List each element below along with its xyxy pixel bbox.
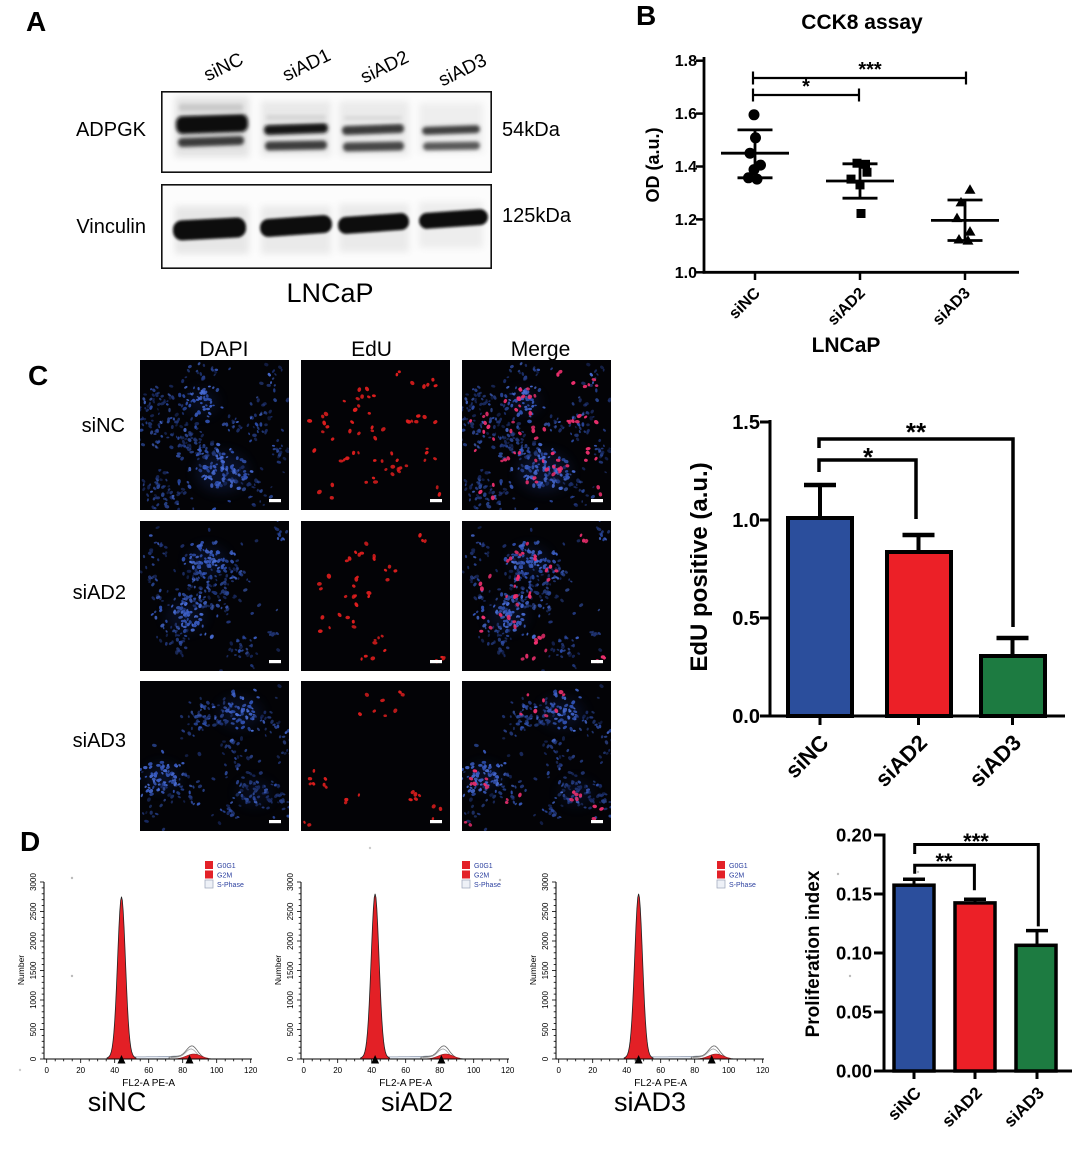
svg-text:60: 60 [656,1066,665,1075]
svg-text:1.2: 1.2 [675,212,697,229]
svg-text:1.0: 1.0 [675,265,697,282]
svg-text:1000: 1000 [29,991,38,1009]
svg-text:siNC: siNC [726,284,764,322]
svg-text:2500: 2500 [541,902,550,920]
svg-text:Number: Number [528,955,538,985]
svg-text:1.0: 1.0 [732,510,760,532]
svg-text:2500: 2500 [286,902,295,920]
svg-text:2000: 2000 [541,932,550,950]
svg-text:0: 0 [286,1056,295,1061]
svg-text:100: 100 [467,1066,481,1075]
svg-text:80: 80 [178,1066,187,1075]
svg-text:G0G1: G0G1 [217,863,236,870]
svg-text:3000: 3000 [541,873,550,891]
svg-text:S-Phase: S-Phase [217,882,244,889]
svg-text:2000: 2000 [29,932,38,950]
svg-text:3000: 3000 [29,873,38,891]
svg-text:120: 120 [756,1066,770,1075]
svg-text:S-Phase: S-Phase [474,882,501,889]
svg-text:1.6: 1.6 [675,106,697,123]
svg-text:FL2-A PE-A: FL2-A PE-A [634,1078,687,1089]
svg-text:*: * [863,442,874,472]
svg-text:3000: 3000 [286,873,295,891]
svg-text:1.5: 1.5 [732,412,760,434]
svg-text:60: 60 [144,1066,153,1075]
svg-text:2000: 2000 [286,932,295,950]
svg-text:siAD3: siAD3 [930,285,974,329]
svg-text:siAD2: siAD2 [825,285,869,329]
svg-text:0.0: 0.0 [732,706,760,728]
svg-text:500: 500 [286,1022,295,1036]
svg-text:120: 120 [501,1066,515,1075]
svg-text:40: 40 [622,1066,631,1075]
svg-text:FL2-A PE-A: FL2-A PE-A [379,1078,432,1089]
svg-text:S-Phase: S-Phase [729,882,756,889]
svg-text:1500: 1500 [286,961,295,979]
svg-text:100: 100 [722,1066,736,1075]
svg-text:60: 60 [401,1066,410,1075]
svg-text:G0G1: G0G1 [729,863,748,870]
svg-text:Proliferation index: Proliferation index [803,870,824,1037]
svg-text:Number: Number [273,955,283,985]
svg-text:20: 20 [333,1066,342,1075]
svg-text:CCK8 assay: CCK8 assay [801,11,923,34]
svg-text:G2M: G2M [729,873,744,880]
svg-text:1.8: 1.8 [675,53,697,70]
svg-text:1500: 1500 [29,961,38,979]
svg-text:500: 500 [29,1022,38,1036]
svg-text:G2M: G2M [217,873,232,880]
svg-text:100: 100 [210,1066,224,1075]
svg-text:20: 20 [588,1066,597,1075]
svg-text:**: ** [906,417,927,447]
svg-text:80: 80 [690,1066,699,1075]
svg-text:siAD3: siAD3 [1000,1083,1048,1131]
svg-text:20: 20 [76,1066,85,1075]
svg-text:1.4: 1.4 [675,159,697,176]
svg-text:0.5: 0.5 [732,608,760,630]
svg-text:***: *** [963,829,989,854]
svg-text:**: ** [935,849,953,874]
svg-text:siAD2: siAD2 [870,730,932,792]
svg-text:0: 0 [556,1066,561,1075]
svg-text:siNC: siNC [884,1083,925,1124]
svg-text:500: 500 [541,1022,550,1036]
svg-text:0: 0 [541,1056,550,1061]
svg-text:OD (a.u.): OD (a.u.) [643,127,663,202]
svg-text:0.10: 0.10 [836,943,872,964]
svg-text:0.15: 0.15 [836,884,872,905]
svg-text:40: 40 [367,1066,376,1075]
svg-text:120: 120 [244,1066,258,1075]
svg-text:G0G1: G0G1 [474,863,493,870]
svg-text:*: * [802,76,810,98]
svg-text:0.00: 0.00 [836,1061,872,1082]
svg-text:LNCaP: LNCaP [812,334,881,357]
svg-text:1000: 1000 [541,991,550,1009]
svg-text:siAD2: siAD2 [938,1083,986,1131]
svg-text:1500: 1500 [541,961,550,979]
svg-text:EdU positive (a.u.): EdU positive (a.u.) [690,462,713,671]
svg-text:2500: 2500 [29,902,38,920]
svg-text:80: 80 [435,1066,444,1075]
svg-text:G2M: G2M [474,873,489,880]
svg-text:0.20: 0.20 [836,825,872,846]
svg-text:siNC: siNC [780,730,833,783]
svg-text:Number: Number [16,955,26,985]
svg-text:0: 0 [44,1066,49,1075]
svg-text:FL2-A PE-A: FL2-A PE-A [122,1078,175,1089]
svg-text:0: 0 [301,1066,306,1075]
svg-text:0: 0 [29,1056,38,1061]
svg-text:1000: 1000 [286,991,295,1009]
svg-text:siAD3: siAD3 [964,730,1026,792]
svg-text:***: *** [858,59,882,81]
svg-text:40: 40 [110,1066,119,1075]
svg-text:0.05: 0.05 [836,1002,872,1023]
